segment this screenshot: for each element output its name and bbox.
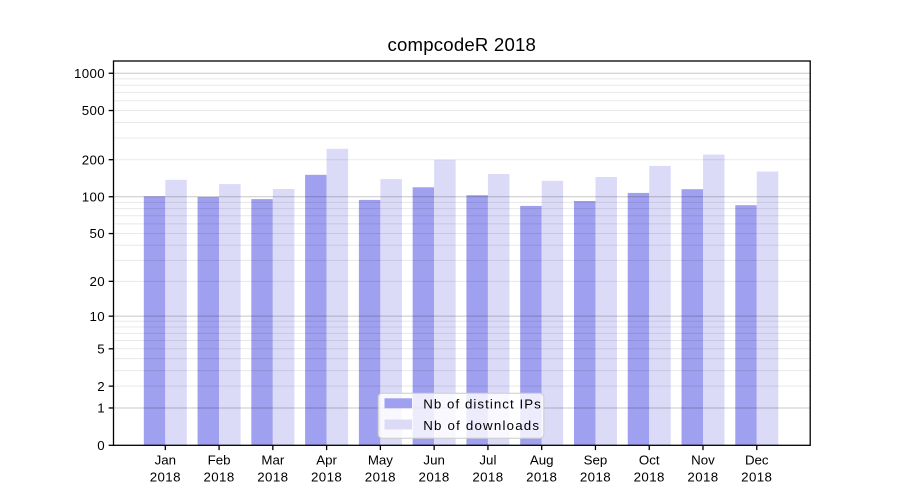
svg-text:Mar: Mar [261,453,284,468]
svg-text:Apr: Apr [316,453,337,468]
svg-text:Jun: Jun [423,453,444,468]
svg-text:compcodeR 2018: compcodeR 2018 [388,34,537,55]
svg-text:Nov: Nov [691,453,715,468]
svg-text:Dec: Dec [745,453,769,468]
svg-text:Jul: Jul [479,453,496,468]
svg-text:20: 20 [90,274,106,289]
svg-text:2018: 2018 [687,469,718,484]
svg-text:2018: 2018 [741,469,772,484]
svg-text:10: 10 [90,309,106,324]
svg-text:2018: 2018 [634,469,665,484]
svg-text:2018: 2018 [365,469,396,484]
svg-text:Jan: Jan [155,453,176,468]
svg-text:0: 0 [97,438,105,453]
svg-text:2018: 2018 [472,469,503,484]
svg-text:5: 5 [97,341,105,356]
svg-text:500: 500 [82,103,105,118]
svg-text:200: 200 [82,152,105,167]
svg-text:2018: 2018 [150,469,181,484]
svg-text:2018: 2018 [526,469,557,484]
svg-text:1000: 1000 [74,66,105,81]
svg-text:2018: 2018 [203,469,234,484]
svg-text:2018: 2018 [419,469,450,484]
svg-text:100: 100 [82,189,105,204]
svg-text:Feb: Feb [208,453,231,468]
svg-text:May: May [368,453,393,468]
svg-text:Nb of downloads: Nb of downloads [423,418,540,433]
svg-text:Nb of distinct IPs: Nb of distinct IPs [423,396,542,411]
svg-text:Aug: Aug [530,453,554,468]
svg-text:1: 1 [97,401,105,416]
svg-text:Sep: Sep [584,453,608,468]
svg-text:50: 50 [90,226,106,241]
svg-text:2018: 2018 [580,469,611,484]
svg-text:2018: 2018 [257,469,288,484]
svg-text:2: 2 [97,379,105,394]
svg-text:Oct: Oct [639,453,660,468]
svg-text:2018: 2018 [311,469,342,484]
